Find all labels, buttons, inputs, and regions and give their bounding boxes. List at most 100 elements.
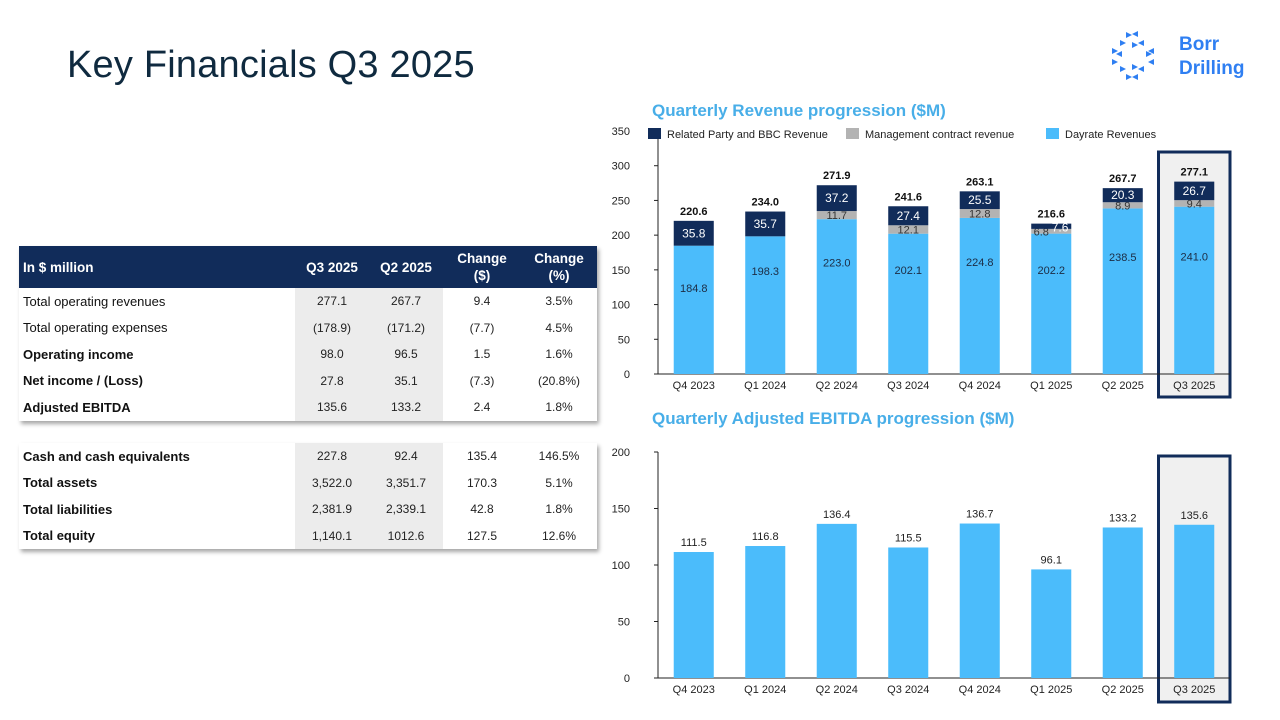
data-label: 11.7	[826, 210, 847, 222]
data-label: 35.7	[754, 217, 778, 231]
logo-line-1: Borr	[1179, 34, 1220, 55]
bar-segment	[888, 206, 929, 226]
bar-segment	[1174, 206, 1215, 374]
bar-segment	[1102, 202, 1143, 209]
bar-segment	[816, 185, 857, 212]
y-tick-label: 200	[612, 447, 630, 459]
legend-swatch	[846, 128, 859, 139]
legend-label: Related Party and BBC Revenue	[667, 129, 828, 141]
row-label: Adjusted EBITDA	[23, 399, 131, 415]
data-label: 6.8	[1034, 226, 1049, 238]
company-logo: Borr Drilling	[1108, 28, 1258, 84]
value-change-dollar: 1.5	[473, 347, 491, 362]
data-label: 37.2	[825, 191, 849, 205]
data-label: 224.8	[966, 257, 994, 269]
total-label: 241.6	[894, 191, 922, 203]
legend-swatch	[648, 128, 661, 139]
data-label: 116.8	[752, 531, 779, 543]
value-change-dollar: (7.7)	[469, 320, 495, 335]
header-q2-2025: Q2 2025	[369, 246, 443, 288]
x-tick-label: Q4 2023	[673, 684, 715, 696]
value-q3-2025: 2,381.9	[295, 496, 369, 523]
value-change-percent: 1.8%	[545, 400, 573, 415]
x-tick-label: Q3 2024	[887, 380, 929, 392]
bar-segment	[1031, 223, 1072, 229]
data-label: 241.0	[1180, 251, 1208, 263]
bar-segment	[959, 217, 1000, 374]
value-q3-2025: 277.1	[295, 288, 369, 315]
y-tick-label: 100	[612, 560, 630, 572]
revenue-chart-title: Quarterly Revenue progression ($M)	[652, 101, 946, 120]
x-tick-label: Q2 2024	[816, 684, 858, 696]
total-label: 267.7	[1109, 173, 1137, 185]
table-row: Net income / (Loss) 27.8 35.1 (7.3) (20.8%)	[19, 367, 597, 394]
table-header-row: In $ million Q3 2025 Q2 2025 Change ($) C…	[19, 246, 597, 288]
data-label: 198.3	[751, 266, 779, 278]
x-tick-label: Q1 2024	[744, 684, 786, 696]
value-change-dollar: 42.8	[470, 502, 494, 517]
bar-segment	[816, 211, 857, 220]
bar-segment	[888, 233, 929, 374]
value-change-percent: 1.6%	[545, 347, 573, 362]
y-tick-label: 150	[612, 265, 630, 277]
y-tick-label: 150	[612, 504, 630, 516]
total-label: 271.9	[823, 170, 851, 182]
x-tick-label: Q4 2024	[959, 380, 1001, 392]
total-label: 277.1	[1180, 167, 1208, 179]
bar-segment	[673, 245, 714, 374]
data-label: 135.6	[1180, 510, 1208, 522]
value-change-dollar: 170.3	[466, 475, 498, 490]
total-label: 220.6	[680, 206, 708, 218]
borr-drilling-logo-icon	[1112, 31, 1154, 80]
data-label: 26.7	[1183, 184, 1207, 198]
header-line: Change	[457, 251, 507, 266]
y-tick-label: 250	[612, 195, 630, 207]
y-tick-label: 300	[612, 161, 630, 173]
data-label: 202.1	[894, 265, 922, 277]
data-label: 238.5	[1109, 252, 1137, 264]
bar-segment	[1174, 181, 1215, 201]
bar	[673, 552, 714, 678]
data-label: 111.5	[681, 537, 707, 549]
x-tick-label: Q4 2023	[673, 380, 715, 392]
total-label: 263.1	[966, 176, 994, 188]
x-tick-label: Q2 2024	[816, 380, 858, 392]
value-q3-2025: 135.6	[295, 394, 369, 421]
header-line: ($)	[473, 268, 491, 283]
total-label: 216.6	[1037, 209, 1065, 221]
legend-label: Management contract revenue	[865, 129, 1014, 141]
table-row: Cash and cash equivalents 227.8 92.4 135.4 1…	[19, 443, 597, 470]
total-label: 234.0	[751, 197, 779, 209]
x-tick-label: Q1 2025	[1030, 684, 1072, 696]
bar-segment	[745, 236, 786, 374]
page-title: Key Financials Q3 2025	[67, 44, 475, 86]
data-label: 9.4	[1187, 198, 1202, 210]
data-label: 133.2	[1109, 512, 1137, 524]
y-tick-label: 100	[612, 300, 630, 312]
data-label: 20.3	[1111, 188, 1135, 202]
table-row: Total liabilities 2,381.9 2,339.1 42.8 1.8%	[19, 496, 597, 523]
row-label: Operating income	[23, 346, 134, 362]
header-change-percent: Change (%)	[521, 246, 597, 288]
revenue-chart: 0 50 100 150 200 250 300 350 Q4 2023 Q1 2024 Q2 20…	[612, 126, 1232, 399]
x-tick-label: Q1 2024	[744, 380, 786, 392]
value-q2-2025: 133.2	[369, 394, 443, 421]
data-label: 223.0	[823, 258, 851, 270]
value-change-dollar: 127.5	[466, 528, 498, 543]
value-q2-2025: 92.4	[369, 443, 443, 470]
data-label: 96.1	[1041, 554, 1062, 566]
data-label: 25.5	[968, 193, 992, 207]
y-tick-label: 200	[612, 230, 630, 242]
data-label: 12.1	[898, 224, 919, 236]
logo-text: Borr Drilling	[1179, 33, 1244, 81]
value-q2-2025: (171.2)	[369, 314, 443, 341]
row-label: Total operating revenues	[23, 293, 166, 309]
table-row: Operating income 98.0 96.5 1.5 1.6%	[19, 341, 597, 368]
x-tick-label: Q3 2025	[1173, 380, 1215, 392]
bar-segment	[1031, 228, 1072, 234]
income-statement-table: In $ million Q3 2025 Q2 2025 Change ($) C…	[19, 246, 597, 421]
bar-segment	[1102, 208, 1143, 374]
bar	[888, 547, 929, 678]
value-change-percent: 4.5%	[545, 320, 573, 335]
balance-sheet-table: Cash and cash equivalents 227.8 92.4 135.4 1…	[19, 443, 597, 549]
